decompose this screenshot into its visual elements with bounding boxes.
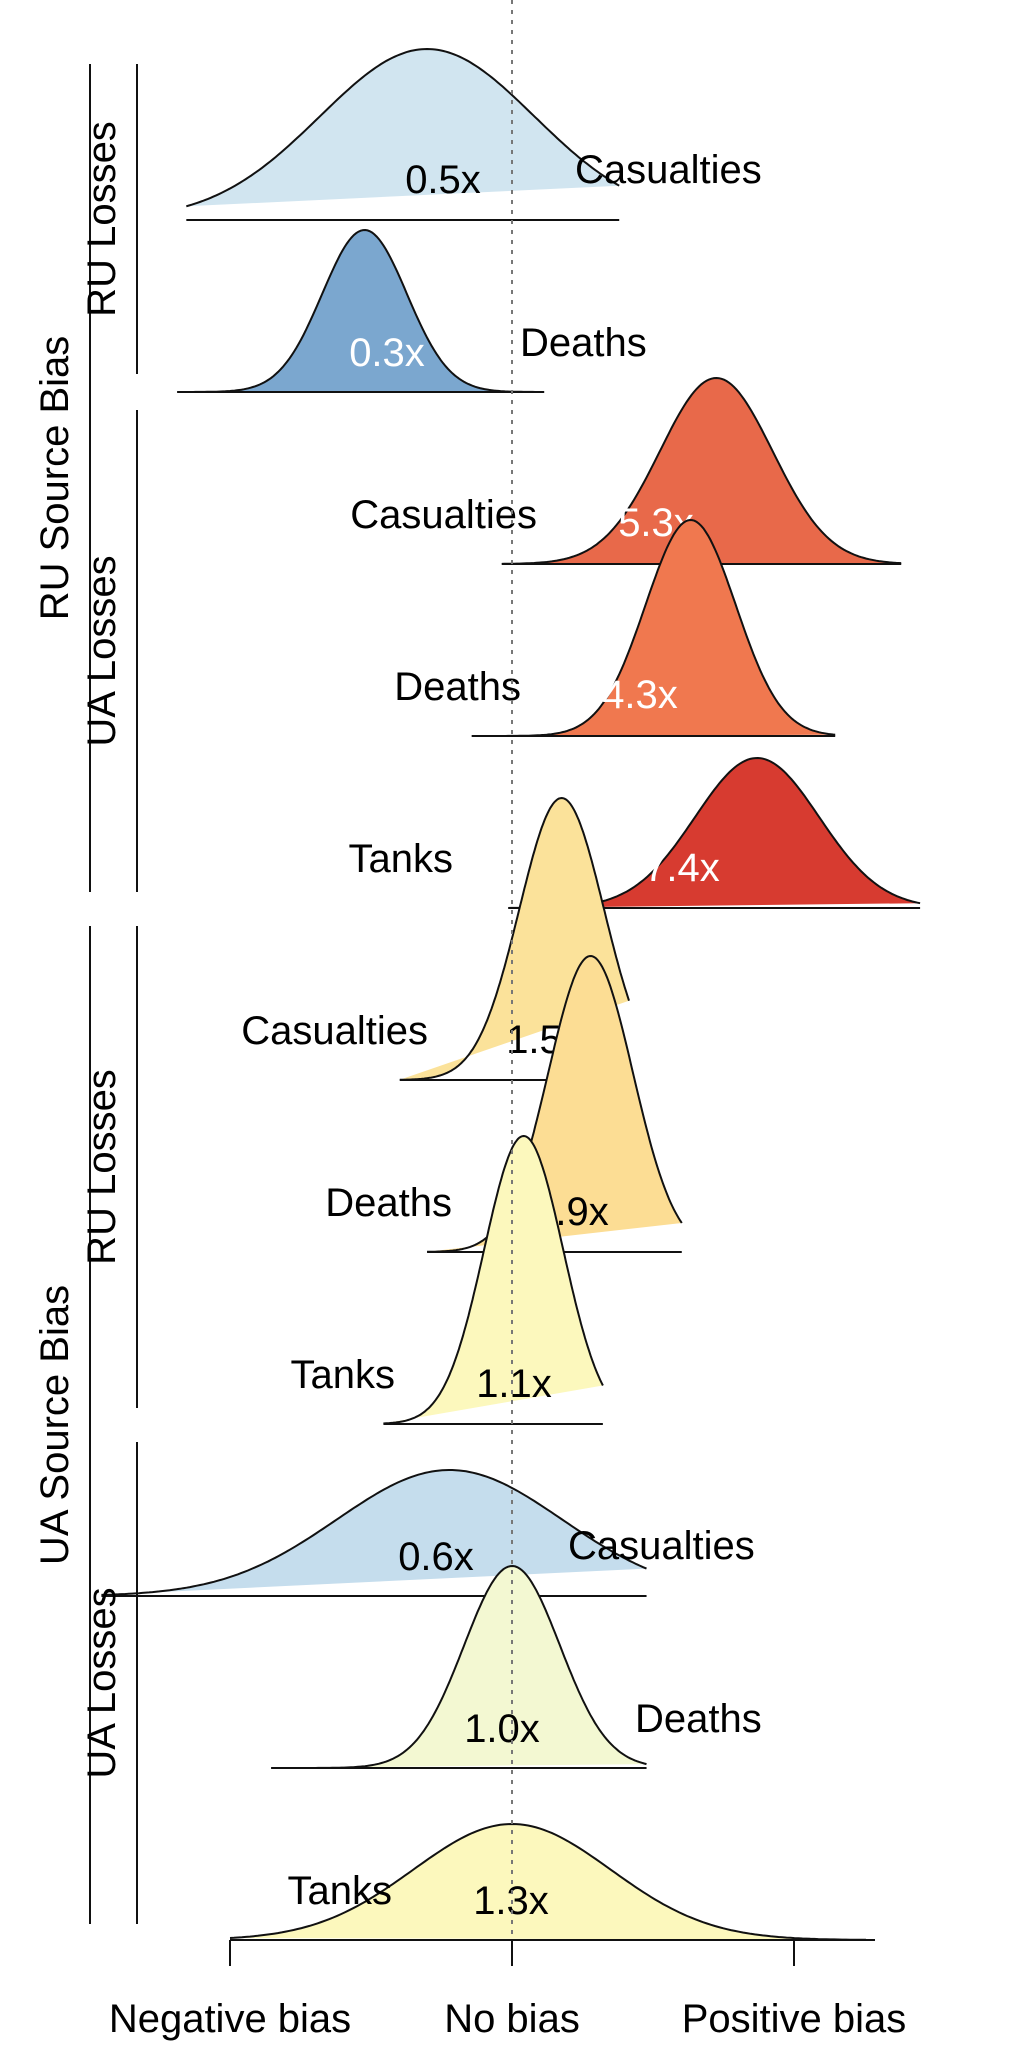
density-outline-ua_ru_tanks [383, 1134, 604, 1425]
density-outline-ua_ua_tanks [229, 1822, 866, 1941]
density-fill-ua_ru_tanks [383, 1136, 603, 1424]
series-label-ru_ua_casualties: Casualties [350, 493, 537, 537]
series-label-ru_ru_deaths: Deaths [520, 321, 647, 365]
x-tick-label-0: Negative bias [109, 1997, 351, 2041]
group-label-1: UA Source Bias [33, 1285, 77, 1565]
series-label-ru_ua_tanks: Tanks [349, 837, 454, 881]
subgroup-label-2: RU Losses [80, 121, 124, 317]
subgroup-label-5: UA Losses [80, 1587, 124, 1778]
value-label-ru_ua_deaths: 4.3x [602, 673, 678, 717]
series-label-ru_ua_deaths: Deaths [394, 665, 521, 709]
series-label-ru_ru_casualties: Casualties [575, 148, 762, 192]
value-label-ua_ru_tanks: 1.1x [476, 1362, 552, 1406]
density-outline-ru_ru_deaths [177, 228, 545, 393]
density-outline-ru_ru_casualties [186, 47, 620, 208]
series-label-ua_ru_deaths: Deaths [325, 1181, 452, 1225]
density-fill-ru_ru_deaths [177, 230, 545, 392]
x-tick-label-2: Positive bias [682, 1997, 907, 2041]
density-fill-ru_ua_tanks [508, 758, 921, 908]
density-outline-ua_ua_casualties [101, 1469, 647, 1596]
density-outline-ru_ua_casualties [501, 376, 902, 565]
density-fill-ru_ru_casualties [186, 49, 620, 207]
density-fill-ua_ru_deaths [427, 956, 682, 1252]
series-label-ua_ru_casualties: Casualties [241, 1009, 428, 1053]
subgroup-label-3: UA Losses [80, 555, 124, 746]
value-label-ua_ua_casualties: 0.6x [398, 1535, 474, 1579]
density-fill-ru_ua_casualties [501, 378, 902, 564]
subgroup-label-4: RU Losses [80, 1069, 124, 1265]
density-outline-ua_ru_casualties [399, 796, 630, 1081]
series-label-ua_ua_tanks: Tanks [288, 1869, 393, 1913]
density-fill-ua_ua_tanks [230, 1824, 866, 1940]
density-fill-ua_ua_deaths [271, 1566, 647, 1768]
density-fill-ru_ua_deaths [471, 520, 836, 736]
value-label-ru_ru_casualties: 0.5x [405, 158, 481, 202]
group-label-0: RU Source Bias [33, 336, 77, 621]
series-label-ua_ua_casualties: Casualties [568, 1524, 755, 1568]
series-label-ua_ua_deaths: Deaths [635, 1697, 762, 1741]
value-label-ru_ru_deaths: 0.3x [349, 331, 425, 375]
x-tick-label-1: No bias [444, 1997, 580, 2041]
density-fill-ua_ua_casualties [101, 1470, 647, 1595]
value-label-ua_ua_deaths: 1.0x [464, 1707, 540, 1751]
density-outline-ua_ru_deaths [427, 954, 683, 1253]
value-label-ru_ua_tanks: 7.4x [644, 846, 720, 890]
series-label-ua_ru_tanks: Tanks [291, 1353, 396, 1397]
